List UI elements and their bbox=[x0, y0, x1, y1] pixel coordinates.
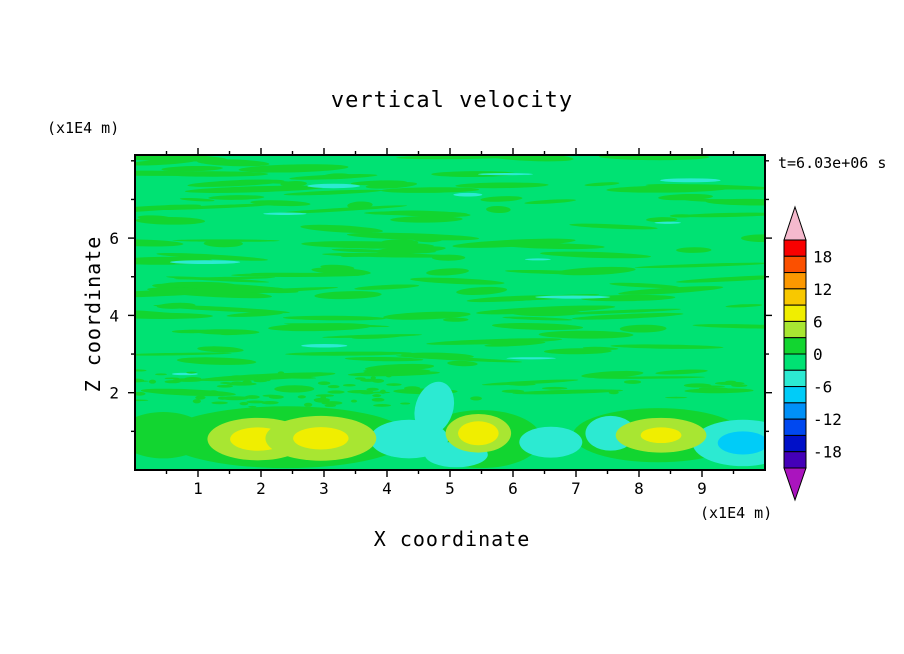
svg-text:12: 12 bbox=[813, 280, 832, 299]
svg-text:3: 3 bbox=[319, 479, 329, 498]
x-axis-unit-label: (x1E4 m) bbox=[700, 504, 773, 522]
svg-text:6: 6 bbox=[508, 479, 518, 498]
svg-text:6: 6 bbox=[109, 229, 119, 248]
time-annotation: t=6.03e+06 s bbox=[778, 154, 887, 172]
svg-text:4: 4 bbox=[109, 306, 119, 325]
svg-text:1: 1 bbox=[193, 479, 203, 498]
x-axis-title: X coordinate bbox=[373, 527, 531, 551]
z-axis-unit-label: (x1E4 m) bbox=[47, 119, 120, 137]
svg-text:9: 9 bbox=[697, 479, 707, 498]
svg-text:0: 0 bbox=[813, 345, 823, 364]
svg-text:7: 7 bbox=[571, 479, 581, 498]
svg-text:4: 4 bbox=[382, 479, 392, 498]
svg-text:-12: -12 bbox=[813, 410, 842, 429]
svg-text:-6: -6 bbox=[813, 378, 832, 397]
svg-text:2: 2 bbox=[109, 384, 119, 403]
svg-text:18: 18 bbox=[813, 247, 832, 266]
chart-title: vertical velocity bbox=[330, 88, 574, 113]
svg-text:2: 2 bbox=[256, 479, 266, 498]
svg-text:6: 6 bbox=[813, 312, 823, 331]
svg-text:-18: -18 bbox=[813, 443, 842, 462]
svg-text:5: 5 bbox=[445, 479, 455, 498]
svg-text:8: 8 bbox=[634, 479, 644, 498]
